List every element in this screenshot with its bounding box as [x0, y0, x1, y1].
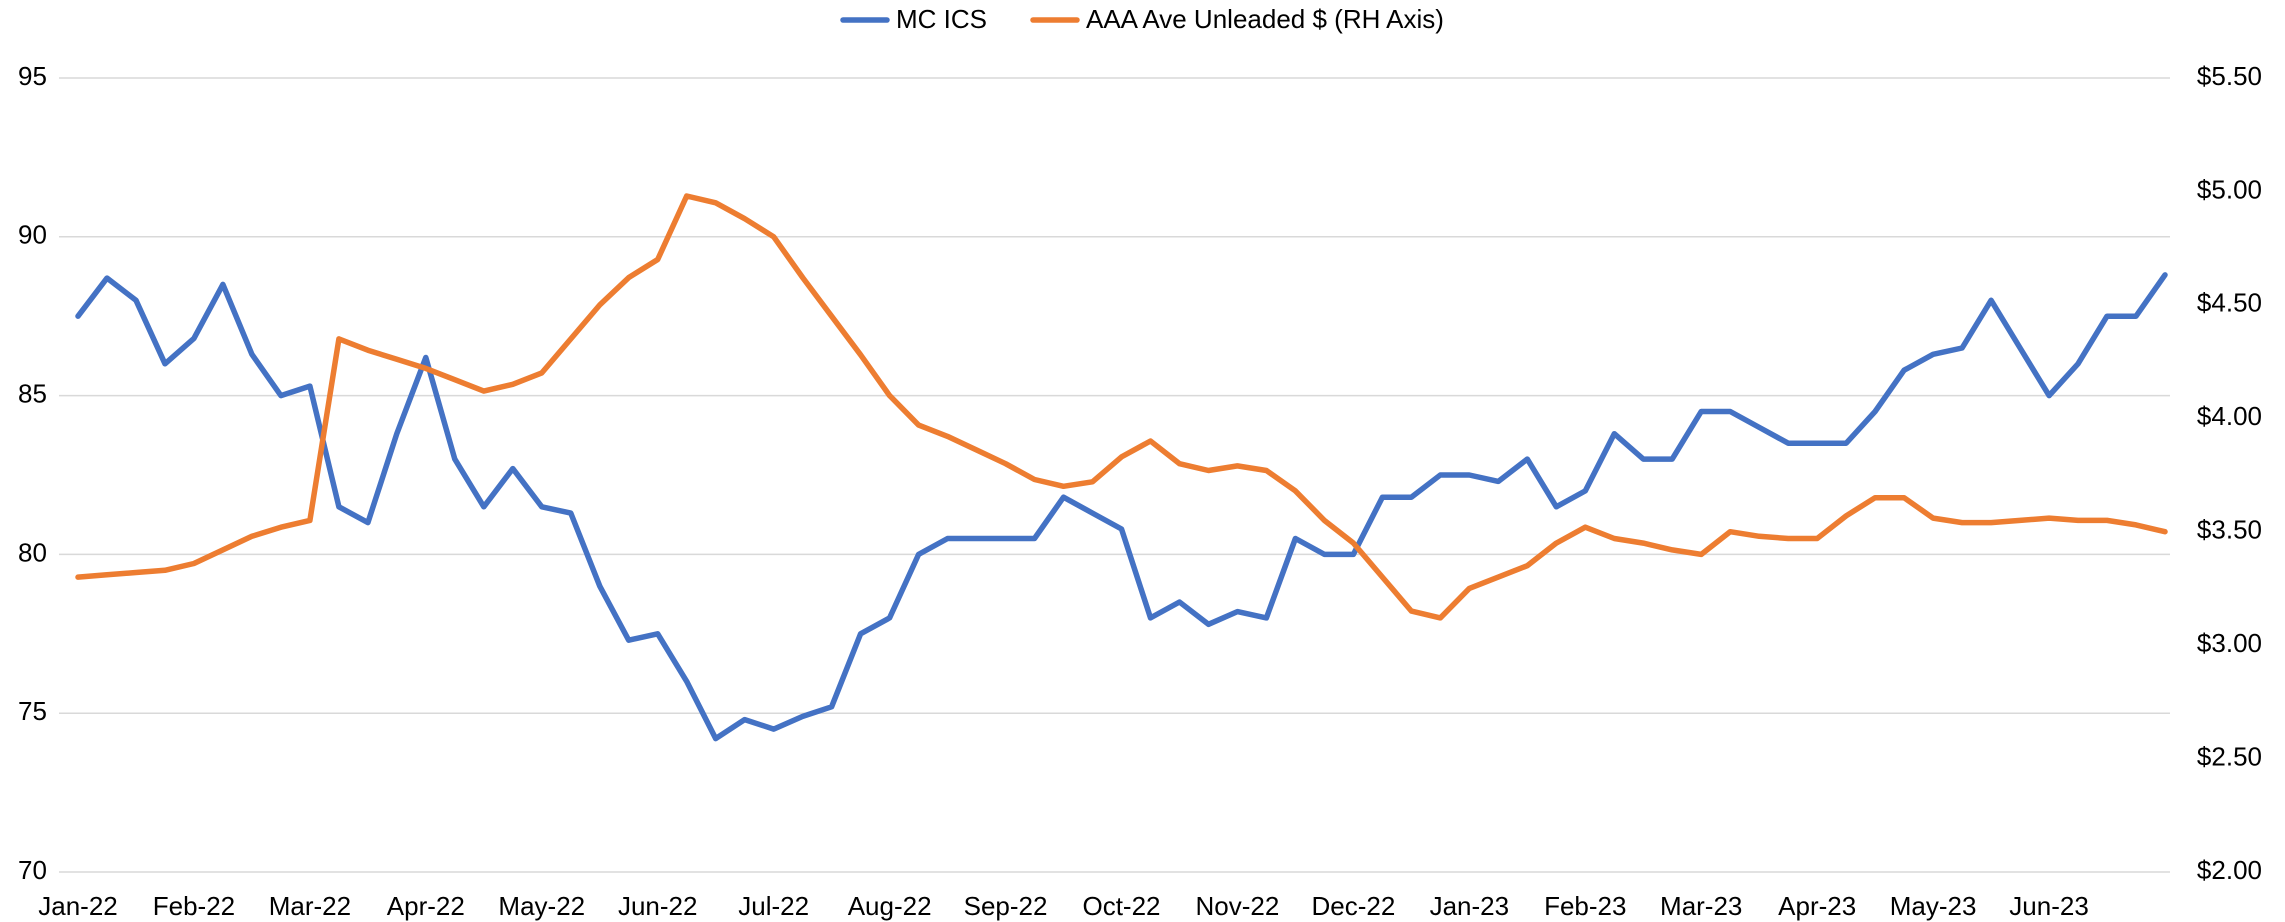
x-tick-label: Feb-23	[1544, 891, 1626, 921]
y-tick-label: 85	[18, 378, 47, 408]
x-tick-label: Jan-22	[38, 891, 118, 921]
y2-tick-label: $4.00	[2197, 401, 2262, 431]
x-tick-label: Nov-22	[1196, 891, 1280, 921]
x-tick-label: Dec-22	[1311, 891, 1395, 921]
y2-tick-label: $4.50	[2197, 288, 2262, 318]
legend-label: MC ICS	[896, 4, 987, 34]
x-tick-label: May-22	[498, 891, 585, 921]
y2-tick-label: $5.00	[2197, 174, 2262, 204]
x-tick-label: Jul-22	[738, 891, 809, 921]
x-tick-label: Apr-22	[387, 891, 465, 921]
x-tick-label: Feb-22	[153, 891, 235, 921]
y-tick-label: 80	[18, 537, 47, 567]
legend-label: AAA Ave Unleaded $ (RH Axis)	[1086, 4, 1444, 34]
x-tick-label: Jan-23	[1430, 891, 1510, 921]
y-tick-label: 90	[18, 220, 47, 250]
x-tick-label: Jun-23	[2009, 891, 2089, 921]
y-tick-label: 95	[18, 61, 47, 91]
y2-tick-label: $3.00	[2197, 628, 2262, 658]
y2-tick-label: $2.00	[2197, 855, 2262, 885]
x-tick-label: Oct-22	[1082, 891, 1160, 921]
x-tick-label: Aug-22	[848, 891, 932, 921]
y2-tick-label: $2.50	[2197, 741, 2262, 771]
x-tick-label: Jun-22	[618, 891, 698, 921]
series-line	[75, 193, 2168, 621]
y2-tick-label: $5.50	[2197, 61, 2262, 91]
y2-tick-label: $3.50	[2197, 515, 2262, 545]
x-tick-label: Mar-23	[1660, 891, 1742, 921]
x-tick-label: Apr-23	[1778, 891, 1856, 921]
y-tick-label: 70	[18, 855, 47, 885]
x-tick-label: Sep-22	[964, 891, 1048, 921]
x-tick-label: Mar-22	[269, 891, 351, 921]
y-tick-label: 75	[18, 696, 47, 726]
x-tick-label: May-23	[1890, 891, 1977, 921]
series-line	[75, 272, 2168, 742]
